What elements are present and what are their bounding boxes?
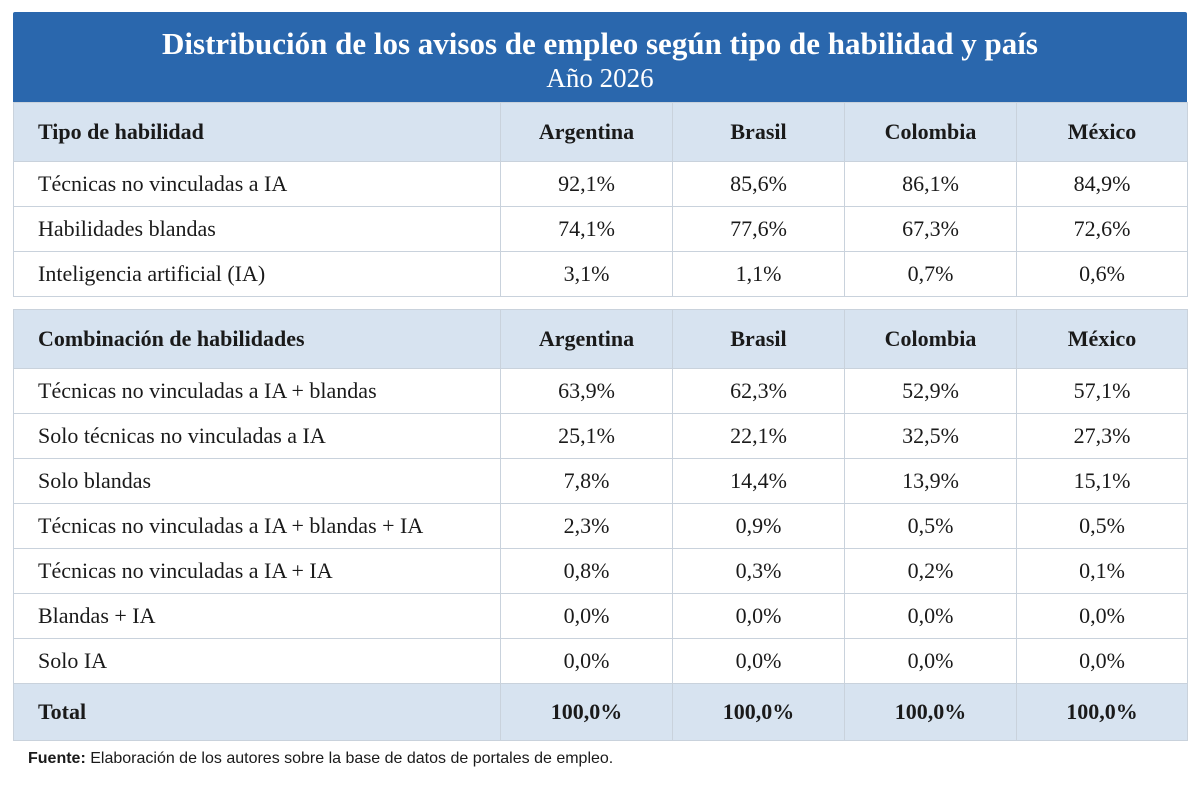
total-value: 100,0% (1016, 683, 1188, 741)
cell-value: 0,1% (1016, 548, 1188, 594)
total-row: Total 100,0% 100,0% 100,0% 100,0% (13, 683, 1188, 741)
cell-value: 0,0% (500, 593, 673, 639)
row-label: Habilidades blandas (13, 206, 501, 252)
header-col-brasil: Brasil (672, 309, 845, 369)
source-label: Fuente: (28, 750, 86, 767)
table-row: Habilidades blandas 74,1% 77,6% 67,3% 72… (13, 206, 1188, 252)
cell-value: 0,2% (844, 548, 1017, 594)
table-title: Distribución de los avisos de empleo seg… (162, 26, 1038, 61)
table-row: Blandas + IA 0,0% 0,0% 0,0% 0,0% (13, 593, 1188, 639)
cell-value: 32,5% (844, 413, 1017, 459)
row-label: Técnicas no vinculadas a IA (13, 161, 501, 207)
cell-value: 7,8% (500, 458, 673, 504)
skills-table-type: Tipo de habilidad Argentina Brasil Colom… (13, 102, 1188, 297)
table-row: Técnicas no vinculadas a IA + blandas + … (13, 503, 1188, 549)
table-row: Técnicas no vinculadas a IA + blandas 63… (13, 368, 1188, 414)
row-label: Técnicas no vinculadas a IA + blandas (13, 368, 501, 414)
row-label: Solo IA (13, 638, 501, 684)
title-banner: Distribución de los avisos de empleo seg… (13, 12, 1187, 102)
cell-value: 77,6% (672, 206, 845, 252)
skills-table-combination: Combinación de habilidades Argentina Bra… (13, 309, 1188, 741)
header-col-colombia: Colombia (844, 102, 1017, 162)
source-text: Elaboración de los autores sobre la base… (90, 750, 614, 767)
cell-value: 27,3% (1016, 413, 1188, 459)
cell-value: 0,9% (672, 503, 845, 549)
cell-value: 3,1% (500, 251, 673, 297)
cell-value: 0,6% (1016, 251, 1188, 297)
total-value: 100,0% (844, 683, 1017, 741)
row-label: Blandas + IA (13, 593, 501, 639)
cell-value: 86,1% (844, 161, 1017, 207)
row-label: Inteligencia artificial (IA) (13, 251, 501, 297)
cell-value: 0,0% (672, 593, 845, 639)
table-row: Técnicas no vinculadas a IA 92,1% 85,6% … (13, 161, 1188, 207)
cell-value: 0,0% (844, 638, 1017, 684)
header-skill-type: Tipo de habilidad (13, 102, 501, 162)
total-value: 100,0% (500, 683, 673, 741)
cell-value: 14,4% (672, 458, 845, 504)
cell-value: 84,9% (1016, 161, 1188, 207)
source-note: Fuente: Elaboración de los autores sobre… (28, 750, 613, 768)
table-row: Técnicas no vinculadas a IA + IA 0,8% 0,… (13, 548, 1188, 594)
header-skill-combination: Combinación de habilidades (13, 309, 501, 369)
row-label: Solo técnicas no vinculadas a IA (13, 413, 501, 459)
cell-value: 0,0% (672, 638, 845, 684)
table-row: Solo técnicas no vinculadas a IA 25,1% 2… (13, 413, 1188, 459)
cell-value: 92,1% (500, 161, 673, 207)
cell-value: 0,7% (844, 251, 1017, 297)
cell-value: 74,1% (500, 206, 673, 252)
total-value: 100,0% (672, 683, 845, 741)
cell-value: 0,0% (1016, 593, 1188, 639)
cell-value: 13,9% (844, 458, 1017, 504)
cell-value: 62,3% (672, 368, 845, 414)
table-row: Inteligencia artificial (IA) 3,1% 1,1% 0… (13, 251, 1188, 297)
cell-value: 25,1% (500, 413, 673, 459)
cell-value: 22,1% (672, 413, 845, 459)
cell-value: 1,1% (672, 251, 845, 297)
table-row: Solo blandas 7,8% 14,4% 13,9% 15,1% (13, 458, 1188, 504)
table-header-row: Combinación de habilidades Argentina Bra… (13, 309, 1188, 369)
cell-value: 0,0% (844, 593, 1017, 639)
cell-value: 0,0% (500, 638, 673, 684)
cell-value: 72,6% (1016, 206, 1188, 252)
table-header-row: Tipo de habilidad Argentina Brasil Colom… (13, 102, 1188, 162)
cell-value: 0,5% (844, 503, 1017, 549)
cell-value: 15,1% (1016, 458, 1188, 504)
cell-value: 57,1% (1016, 368, 1188, 414)
cell-value: 0,8% (500, 548, 673, 594)
cell-value: 85,6% (672, 161, 845, 207)
table-subtitle: Año 2026 (546, 63, 654, 93)
header-col-brasil: Brasil (672, 102, 845, 162)
header-col-mexico: México (1016, 102, 1188, 162)
cell-value: 63,9% (500, 368, 673, 414)
cell-value: 2,3% (500, 503, 673, 549)
total-label: Total (13, 683, 501, 741)
header-col-argentina: Argentina (500, 102, 673, 162)
table-figure: Distribución de los avisos de empleo seg… (13, 12, 1188, 741)
row-label: Solo blandas (13, 458, 501, 504)
cell-value: 0,0% (1016, 638, 1188, 684)
table-row: Solo IA 0,0% 0,0% 0,0% 0,0% (13, 638, 1188, 684)
row-label: Técnicas no vinculadas a IA + blandas + … (13, 503, 501, 549)
cell-value: 52,9% (844, 368, 1017, 414)
cell-value: 0,5% (1016, 503, 1188, 549)
header-col-mexico: México (1016, 309, 1188, 369)
header-col-colombia: Colombia (844, 309, 1017, 369)
cell-value: 67,3% (844, 206, 1017, 252)
section-spacer (13, 297, 1187, 309)
header-col-argentina: Argentina (500, 309, 673, 369)
row-label: Técnicas no vinculadas a IA + IA (13, 548, 501, 594)
cell-value: 0,3% (672, 548, 845, 594)
